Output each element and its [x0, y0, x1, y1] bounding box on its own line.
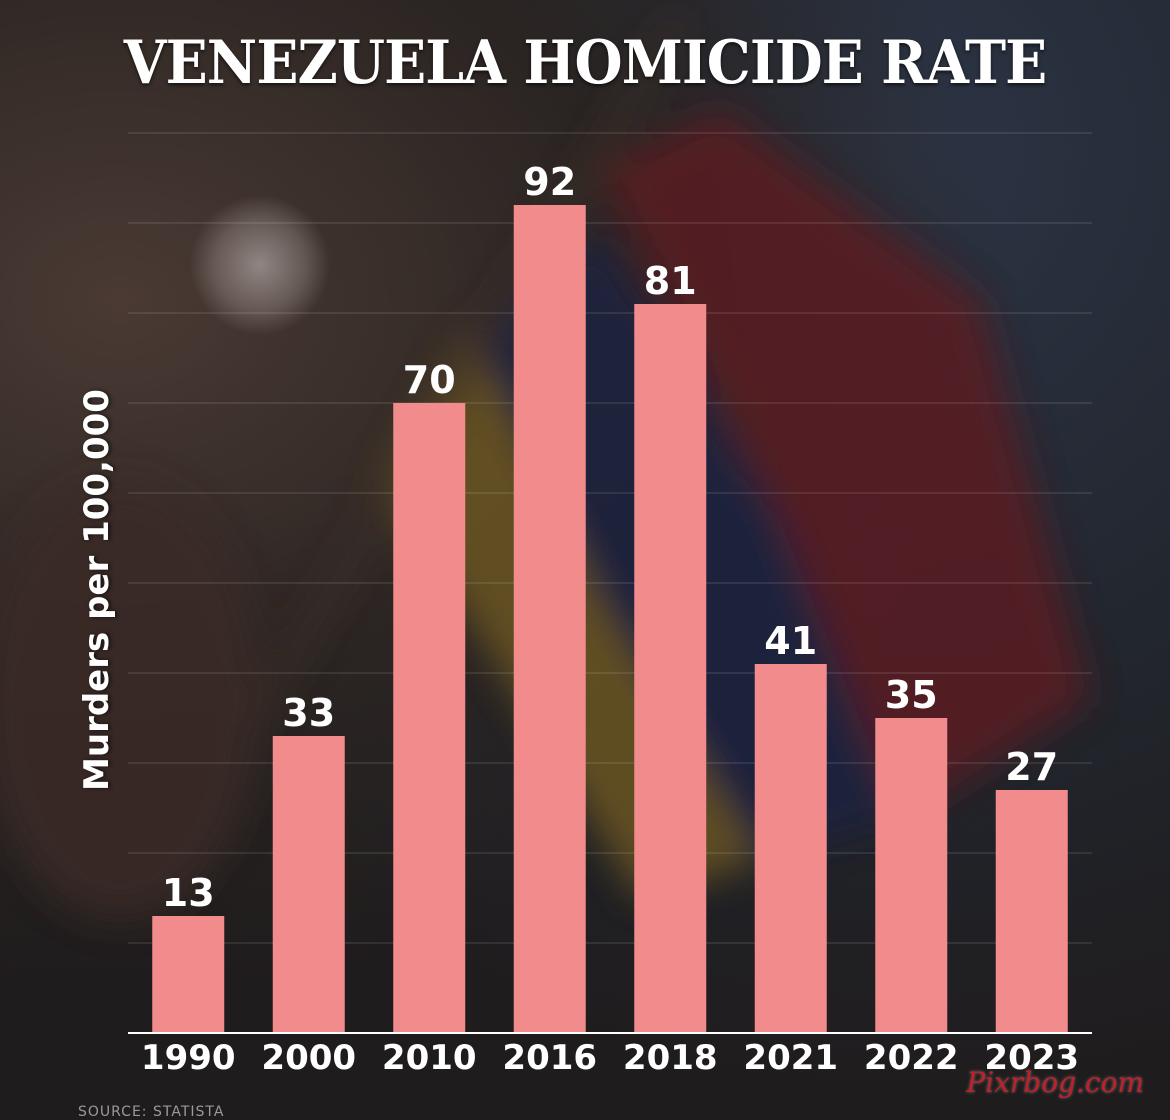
chart-title: VENEZUELA HOMICIDE RATE	[123, 28, 1047, 98]
tick-label-2023: 2023	[984, 1038, 1079, 1078]
watermark: Pixrbog.com	[966, 1066, 1144, 1099]
value-label-2021: 41	[764, 619, 817, 663]
value-label-2018: 81	[644, 259, 697, 303]
gridlines	[128, 132, 1092, 944]
bar-1990	[152, 916, 225, 1033]
y-axis-label: Murders per 100,000	[77, 389, 117, 791]
bar-2016	[513, 205, 586, 1033]
value-label-2016: 92	[523, 160, 576, 204]
value-label-2000: 33	[282, 691, 335, 735]
bar-2010	[393, 403, 466, 1033]
bars	[152, 205, 1068, 1033]
bar-2000	[272, 736, 345, 1033]
value-label-1990: 13	[162, 871, 215, 915]
tick-label-2021: 2021	[743, 1038, 838, 1078]
value-label-2023: 27	[1005, 745, 1058, 789]
x-tick-labels: 1990 2000 2010 2016 2018 2021 2022 2023	[141, 1038, 1079, 1078]
source-note: SOURCE: STATISTA	[78, 1104, 225, 1120]
bar-2022	[875, 718, 948, 1033]
value-labels: 13 33 70 92 81 41 35 27	[162, 160, 1058, 915]
tick-label-2000: 2000	[261, 1038, 356, 1078]
tick-label-2022: 2022	[864, 1038, 959, 1078]
tick-label-2010: 2010	[382, 1038, 477, 1078]
value-label-2010: 70	[403, 358, 456, 402]
value-label-2022: 35	[885, 673, 938, 717]
bar-2023	[995, 790, 1068, 1033]
bar-2018	[634, 304, 707, 1033]
tick-label-2018: 2018	[623, 1038, 718, 1078]
tick-label-1990: 1990	[141, 1038, 236, 1078]
tick-label-2016: 2016	[502, 1038, 597, 1078]
bar-2021	[754, 664, 827, 1033]
